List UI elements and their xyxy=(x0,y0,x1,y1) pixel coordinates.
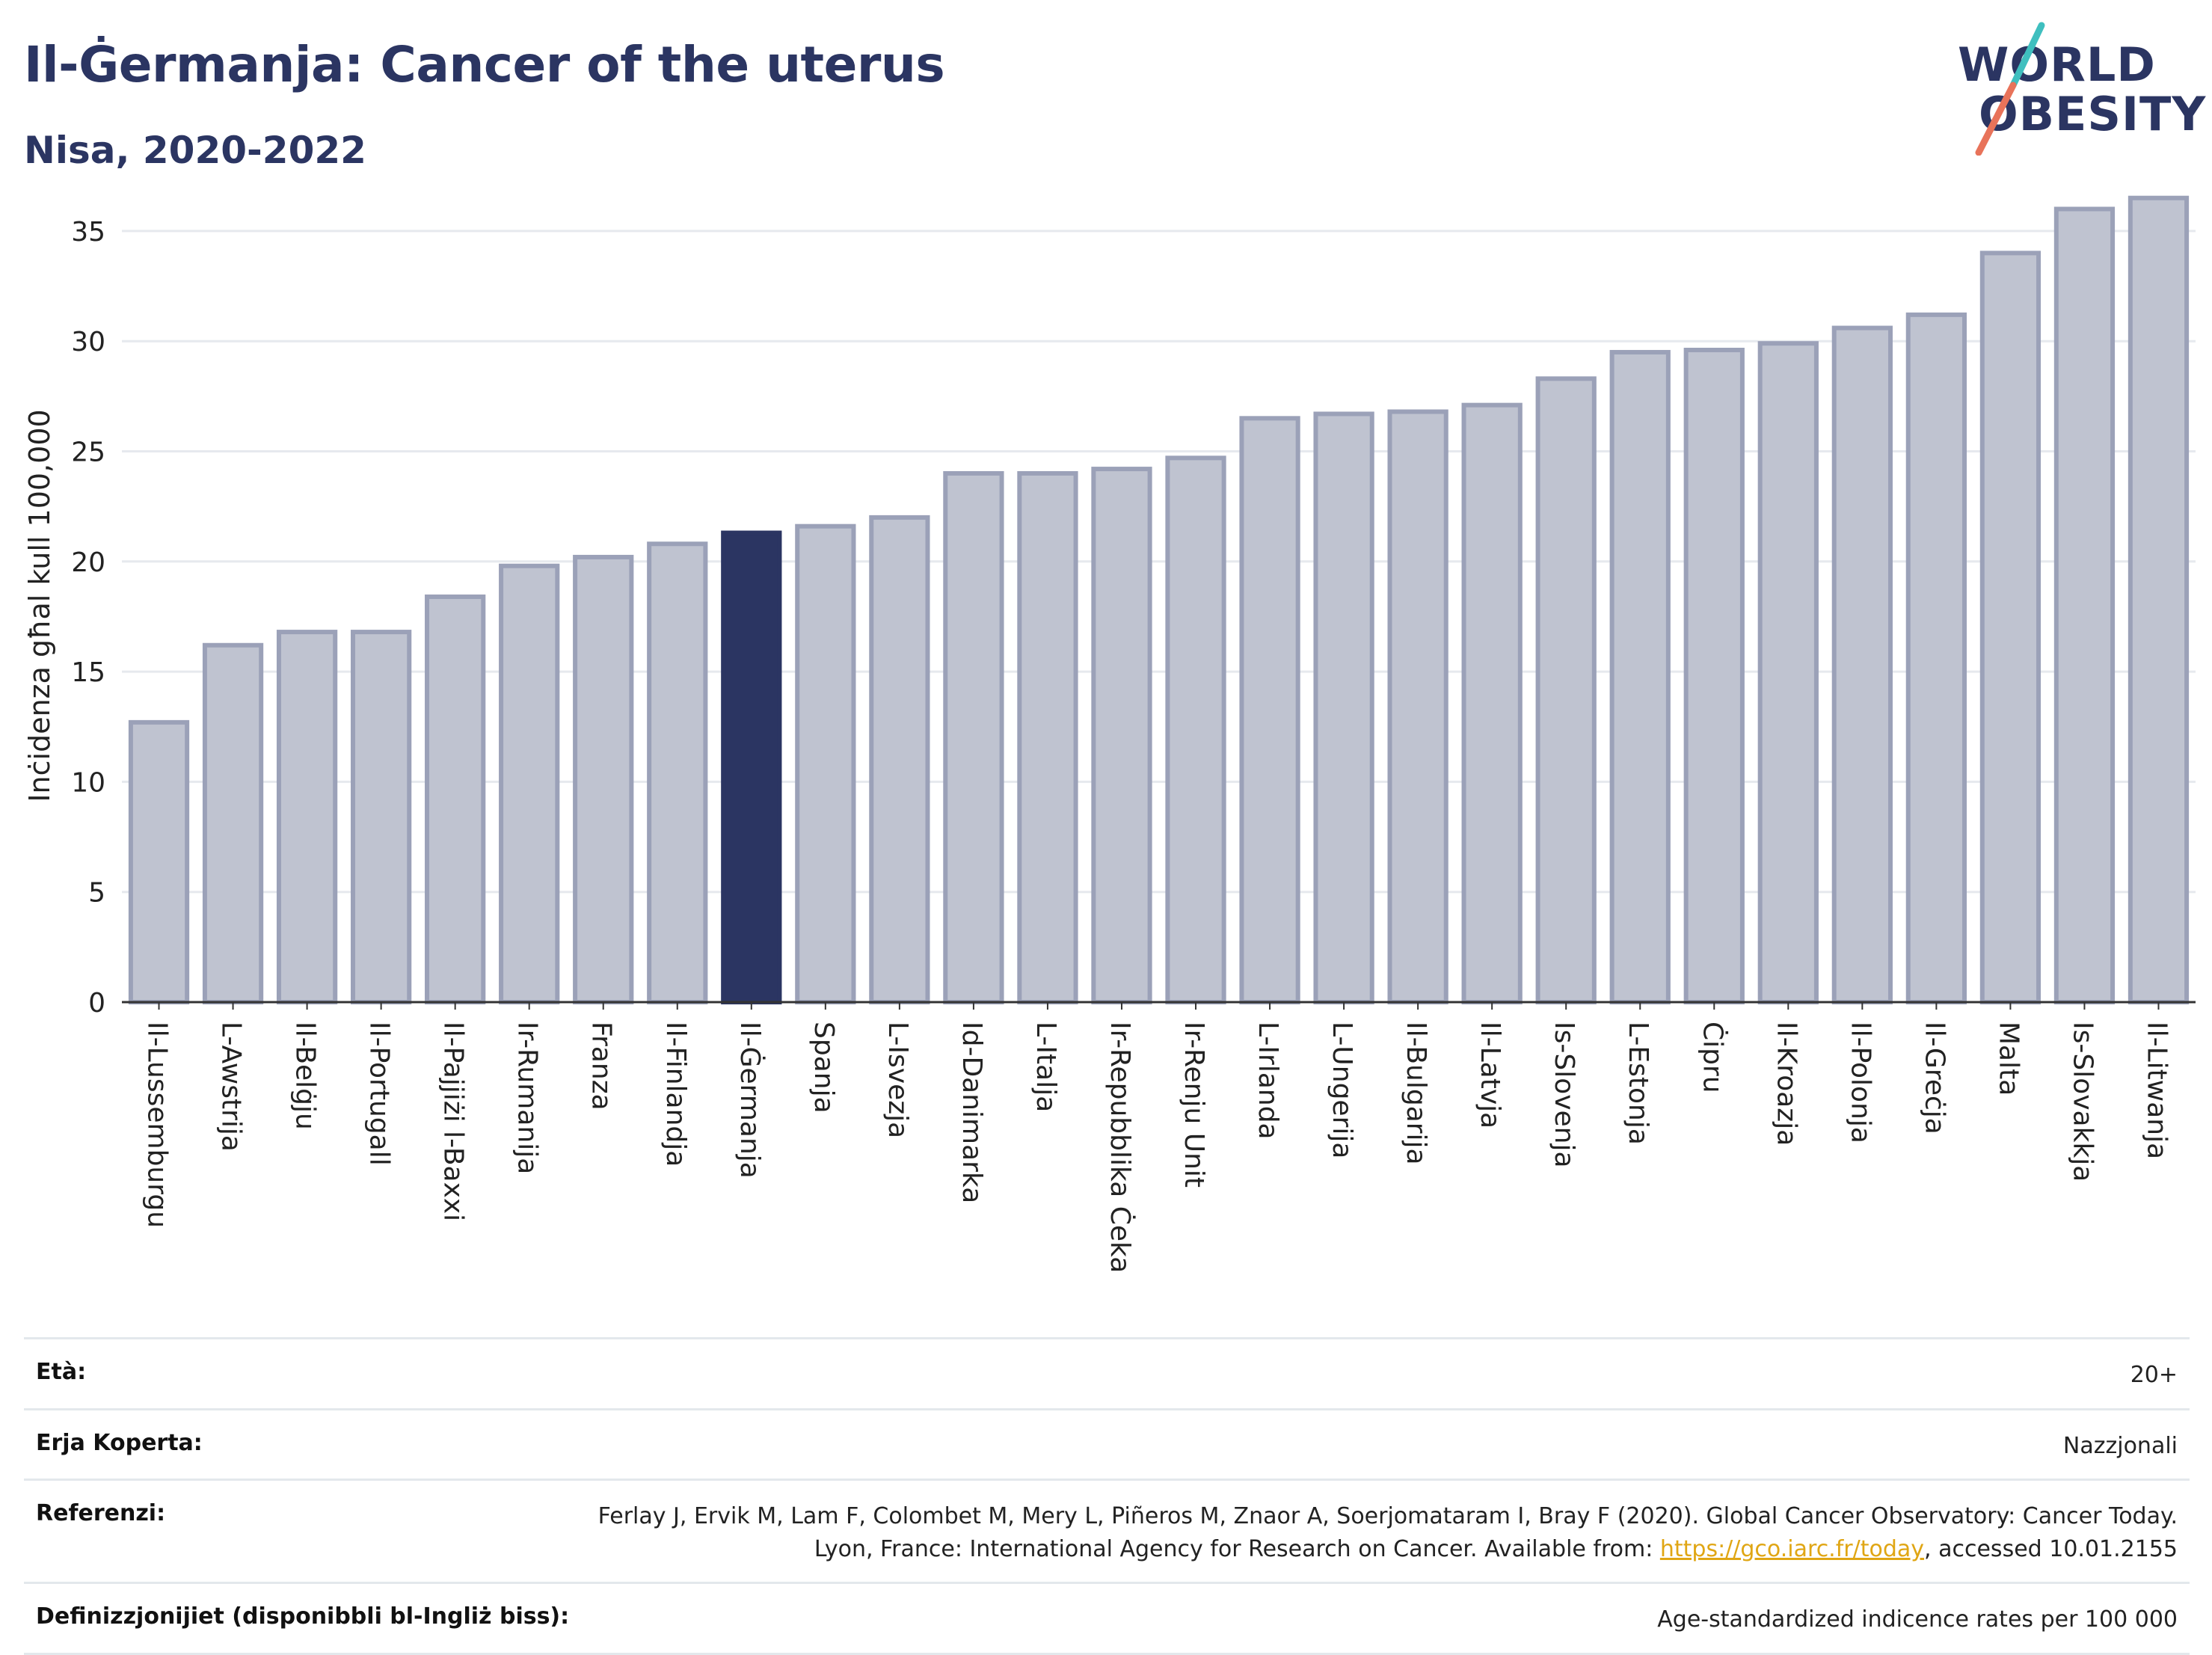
x-tick-label: L-Isvezja xyxy=(882,1022,913,1138)
x-tick-label: Ir-Renju Unit xyxy=(1179,1022,1209,1188)
bar xyxy=(1535,376,1597,1004)
definitions-value: Age-standardized indicence rates per 100… xyxy=(1657,1606,2178,1633)
x-tick-label: Il-Finlandja xyxy=(660,1022,691,1167)
meta-row-age: Età: 20+ xyxy=(24,1337,2190,1408)
x-tick-label: L-Awstrija xyxy=(216,1022,247,1152)
bar xyxy=(1905,312,1967,1004)
x-tick-label: Il-Belġju xyxy=(290,1022,321,1130)
bar xyxy=(128,719,190,1004)
bar xyxy=(1313,411,1374,1004)
x-tick-label: Il-Bulgarija xyxy=(1401,1022,1431,1165)
references-label: Referenzi: xyxy=(36,1500,166,1526)
definitions-label: Definizzjonijiet (disponibbli bl-Ingliż … xyxy=(36,1603,570,1630)
y-axis-label: Inċidenza għal kull 100,000 xyxy=(23,409,56,802)
bar xyxy=(2127,195,2190,1004)
bar xyxy=(425,594,486,1004)
reference-link[interactable]: https://gco.iarc.fr/today xyxy=(1659,1535,1925,1562)
y-axis-ticks: 0 5 10 15 20 25 30 35 xyxy=(71,217,105,1019)
bar xyxy=(943,470,1004,1004)
bar xyxy=(276,630,338,1004)
x-tick-label: Il-Kroazja xyxy=(1771,1022,1801,1146)
x-axis-ticks: Il-Lussemburgu L-Awstrija Il-Belġju Il-Port… xyxy=(142,1002,2172,1273)
bar xyxy=(202,642,264,1005)
bar xyxy=(869,515,930,1004)
x-tick-label: Il-Greċja xyxy=(1919,1022,1950,1134)
chart-subtitle: Nisa, 2020-2022 xyxy=(24,129,366,172)
bar xyxy=(1831,325,1893,1005)
x-tick-label: Malta xyxy=(1993,1022,2024,1096)
bar xyxy=(573,554,634,1004)
x-tick-label: Ċipru xyxy=(1697,1022,1728,1093)
references-text: Ferlay J, Ervik M, Lam F, Colombet M, Me… xyxy=(597,1503,2178,1562)
x-tick-label: Il-Polonja xyxy=(1845,1022,1875,1143)
x-tick-label: Spanja xyxy=(808,1022,839,1114)
y-tick-label: 30 xyxy=(71,327,105,357)
bar xyxy=(1979,251,2042,1005)
world-obesity-logo: WORLD OBESITY xyxy=(1944,21,2205,163)
bars xyxy=(128,195,2190,1005)
x-tick-label: Franza xyxy=(586,1022,617,1111)
x-tick-label: Il-Litwanja xyxy=(2141,1022,2172,1159)
x-tick-label: Ir-Rumanija xyxy=(512,1022,543,1174)
meta-row-references: Referenzi: Ferlay J, Ervik M, Lam F, Col… xyxy=(24,1479,2190,1582)
logo-line-1: WORLD xyxy=(1958,37,2156,92)
bar xyxy=(1683,348,1745,1004)
bar xyxy=(1757,341,1819,1004)
x-tick-label: Il-Ġermanja xyxy=(734,1022,766,1179)
x-tick-label: Il-Latvja xyxy=(1475,1022,1505,1129)
x-tick-label: Id-Danimarka xyxy=(956,1022,987,1203)
age-value: 20+ xyxy=(2130,1362,2178,1388)
x-tick-label: Is-Slovakkja xyxy=(2067,1022,2098,1182)
x-tick-label: L-Italja xyxy=(1030,1022,1061,1112)
meta-row-area: Erja Koperta: Nazzjonali xyxy=(24,1407,2190,1479)
bar xyxy=(1461,402,1523,1005)
chart-title: Il-Ġermanja: Cancer of the uterus xyxy=(24,36,945,93)
y-tick-label: 0 xyxy=(88,988,105,1019)
y-tick-label: 35 xyxy=(71,217,105,248)
x-tick-label: L-Ungerija xyxy=(1327,1022,1357,1158)
bar xyxy=(1165,455,1226,1004)
y-tick-label: 25 xyxy=(71,437,105,468)
logo-slash-icon xyxy=(1975,22,2045,156)
bar xyxy=(1239,416,1300,1004)
y-tick-label: 10 xyxy=(71,767,105,798)
x-tick-label: Il-Lussemburgu xyxy=(142,1022,173,1228)
x-tick-label: Ir-Repubblika Ċeka xyxy=(1105,1022,1136,1273)
bar xyxy=(2053,206,2116,1004)
bar xyxy=(1091,467,1152,1005)
area-value: Nazzjonali xyxy=(2062,1432,2178,1459)
references-accessed: , accessed 10.01.2155 xyxy=(1924,1535,2178,1562)
logo-line-2: OBESITY xyxy=(1979,87,2207,141)
bar xyxy=(647,541,708,1005)
y-tick-label: 5 xyxy=(88,878,105,909)
bar xyxy=(1387,409,1448,1004)
y-tick-label: 15 xyxy=(71,657,105,688)
y-tick-label: 20 xyxy=(71,547,105,578)
bar xyxy=(795,523,856,1005)
bar xyxy=(1017,470,1078,1004)
bar xyxy=(1609,349,1671,1005)
references-value: Ferlay J, Ervik M, Lam F, Colombet M, Me… xyxy=(547,1500,2178,1565)
metadata-table: Età: 20+ Erja Koperta: Nazzjonali Refere… xyxy=(24,1337,2190,1655)
x-tick-label: L-Irlanda xyxy=(1253,1022,1283,1140)
x-tick-label: Il-Portugall xyxy=(364,1022,395,1166)
meta-row-definitions: Definizzjonijiet (disponibbli bl-Ingliż … xyxy=(24,1582,2190,1655)
x-tick-label: L-Estonja xyxy=(1623,1022,1653,1145)
x-tick-label: Il-Pajjiżi l-Baxxi xyxy=(438,1022,469,1221)
x-tick-label: Is-Slovenja xyxy=(1549,1022,1579,1168)
bar-highlighted xyxy=(721,530,782,1005)
bar xyxy=(350,630,412,1004)
bar xyxy=(499,563,560,1004)
age-label: Età: xyxy=(36,1359,87,1385)
area-label: Erja Koperta: xyxy=(36,1429,203,1456)
